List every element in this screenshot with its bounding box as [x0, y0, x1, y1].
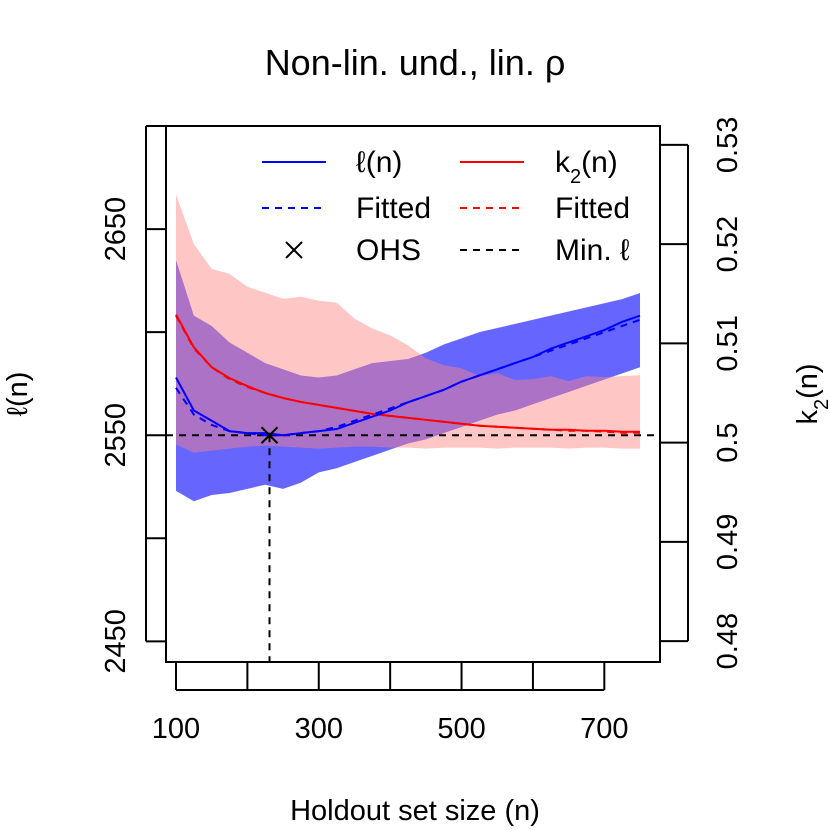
band-k2 [175, 194, 641, 453]
markers [260, 426, 279, 444]
x-tick-label: 100 [152, 713, 200, 745]
y-left-tick-label: 2650 [100, 197, 132, 262]
legend: ℓ(n) k2(n) Fitted Fitted OHS Min. ℓ [262, 146, 630, 267]
legend-entry: Fitted [262, 192, 431, 225]
legend-label: k2(n) [555, 146, 618, 188]
series-line-ell-fitted [175, 318, 641, 437]
series-line-k2-fitted [175, 315, 641, 434]
legend-label: Fitted [356, 192, 431, 225]
plot-area [166, 194, 660, 662]
x-tick-label: 500 [437, 713, 485, 745]
legend-label-tail: (n) [581, 146, 618, 179]
x-tick-label: 300 [295, 713, 343, 745]
chart-title: Non-lin. und., lin. ρ [265, 42, 566, 83]
ohs-marker-stroke [260, 426, 279, 444]
legend-label: Fitted [555, 192, 630, 225]
legend-label-sub: 2 [570, 166, 581, 188]
ohs-marker [260, 426, 279, 444]
y-axis-right: 0.48 0.49 0.5 0.51 0.52 0.53 [660, 117, 744, 669]
y-axis-right-label: k2(n) [792, 363, 830, 424]
x-axis: 100 300 500 700 [152, 662, 629, 745]
plot-frame [165, 125, 661, 663]
y-left-tick-label: 2550 [100, 403, 132, 468]
band-ell [175, 260, 641, 502]
y-right-tick-label: 0.53 [712, 117, 744, 173]
series-lines [166, 314, 660, 662]
legend-entry: Fitted [460, 192, 630, 225]
y-axis-left-label: ℓ(n) [2, 372, 34, 417]
legend-entry: Min. ℓ [460, 234, 630, 267]
legend-label: Min. ℓ [555, 234, 630, 267]
legend-label: OHS [356, 234, 421, 267]
x-tick-label: 700 [580, 713, 628, 745]
y-axis-right-label-sub: 2 [811, 399, 830, 410]
y-right-tick-label: 0.49 [712, 514, 744, 570]
y-right-tick-label: 0.52 [712, 216, 744, 272]
y-right-tick-label: 0.5 [712, 422, 744, 462]
legend-cross-symbol [285, 241, 303, 259]
legend-entry: k2(n) [460, 146, 618, 188]
y-axis-left: 2450 2550 2650 [100, 125, 166, 674]
legend-entry: OHS [285, 234, 421, 267]
legend-entry: ℓ(n) [262, 146, 402, 179]
legend-label-base: k [555, 146, 571, 179]
y-right-tick-label: 0.51 [712, 315, 744, 371]
legend-label: ℓ(n) [356, 146, 402, 179]
x-axis-label: Holdout set size (n) [290, 795, 540, 827]
y-axis-right-label-tail: (n) [792, 363, 824, 398]
confidence-bands [175, 194, 641, 502]
y-right-tick-label: 0.48 [712, 613, 744, 669]
y-axis-right-label-base: k [792, 410, 824, 425]
y-left-tick-label: 2450 [100, 609, 132, 674]
